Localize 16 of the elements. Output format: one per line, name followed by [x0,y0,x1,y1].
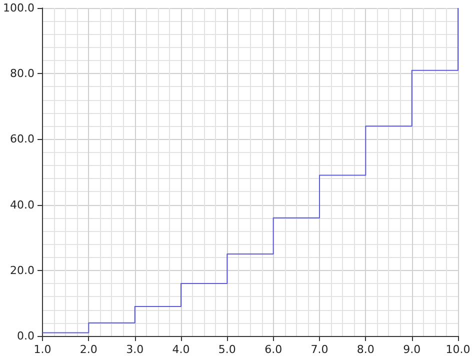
x-tick-label: 9.0 [403,343,421,356]
x-tick-label: 1.0 [34,343,52,356]
x-tick-label: 4.0 [172,343,190,356]
x-tick-label: 6.0 [264,343,282,356]
x-tick-label: 7.0 [310,343,328,356]
x-tick-label: 10.0 [446,343,470,356]
x-tick-label: 2.0 [80,343,98,356]
y-tick-label: 40.0 [10,198,34,212]
y-tick-label: 80.0 [10,67,34,80]
y-tick-label: 60.0 [10,132,34,146]
x-tick-label: 8.0 [356,343,374,356]
x-tick-label: 3.0 [126,343,144,356]
y-tick-label: 100.0 [2,2,34,14]
y-tick-label: 0.0 [16,330,34,342]
x-tick-label: 5.0 [218,343,236,356]
y-tick-label: 20.0 [10,264,34,277]
